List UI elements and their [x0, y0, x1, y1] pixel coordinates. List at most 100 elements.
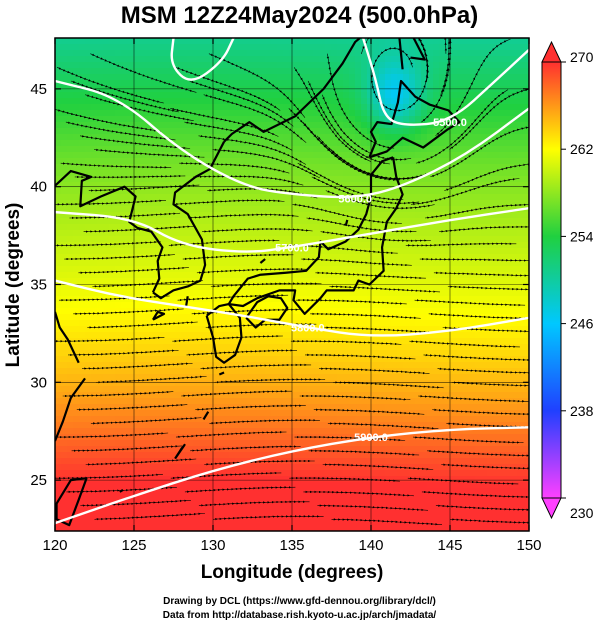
streamline: [449, 518, 529, 524]
colorbar-max-triangle: [541, 40, 562, 63]
height-contour: [361, 38, 529, 126]
colorbar-ticks: 230 238 246 254 262 270: [561, 49, 594, 521]
streamline: [198, 500, 310, 507]
streamline: [80, 499, 191, 507]
streamline: [214, 378, 326, 384]
contour-label: 5700.0: [275, 242, 309, 254]
height-contour: [170, 38, 235, 81]
streamline: [181, 390, 292, 398]
coastline: [55, 477, 88, 527]
streamline: [71, 445, 183, 452]
coastline: [174, 443, 186, 460]
streamline: [414, 299, 526, 307]
streamline: [93, 148, 205, 159]
streamline: [90, 416, 202, 425]
colorbar-min-triangle: [541, 497, 562, 520]
footer-source-line: Data from http://database.rish.kyoto-u.a…: [162, 610, 437, 621]
streamline: [186, 349, 297, 357]
streamline: [440, 38, 451, 95]
streamline: [317, 504, 429, 512]
y-tick-label: 45: [30, 81, 47, 98]
streamline: [447, 285, 529, 291]
streamline: [187, 213, 299, 220]
streamline: [69, 212, 181, 220]
streamline: [305, 353, 416, 360]
streamline: [439, 225, 529, 233]
streamline: [437, 367, 529, 375]
streamline: [310, 312, 421, 320]
streamline: [210, 282, 322, 288]
coastline: [185, 296, 189, 307]
streamline: [55, 473, 163, 480]
y-tick-label: 40: [30, 179, 47, 196]
streamline: [55, 107, 161, 132]
colorbar-tick-label: 246: [570, 316, 594, 332]
streamline: [193, 175, 304, 186]
colorbar-tick-label: 270: [570, 49, 594, 65]
x-tick-label: 140: [358, 537, 383, 554]
streamline: [177, 294, 289, 302]
streamline: [90, 53, 197, 93]
streamline: [409, 340, 520, 348]
streamline: [326, 53, 395, 149]
x-tick-label: 125: [121, 537, 146, 554]
streamline: [81, 362, 193, 370]
streamline: [205, 323, 317, 329]
streamline: [296, 298, 407, 305]
plot-area: 5900.0 5800.0 5700.0 5600.0 5500.0 120 125 130…: [30, 37, 542, 554]
streamline: [55, 240, 161, 247]
streamline: [303, 490, 414, 497]
streamline: [73, 308, 184, 316]
contour-label: 5800.0: [291, 323, 325, 335]
streamline: [289, 476, 400, 482]
streamline: [329, 285, 441, 293]
y-tick-label: 25: [30, 472, 47, 489]
streamline: [173, 199, 285, 206]
colorbar-gradient: [541, 61, 562, 499]
height-contour: [55, 279, 529, 337]
y-axis-label: Latitude (degrees): [3, 203, 24, 368]
x-tick-label: 130: [200, 537, 225, 554]
streamline: [76, 403, 188, 411]
streamline: [196, 267, 308, 274]
streamline: [432, 408, 529, 416]
streamline: [212, 515, 324, 521]
streamline: [333, 381, 444, 389]
streamline: [96, 375, 207, 384]
x-axis-label: Longitude (degrees): [201, 562, 384, 583]
y-tick-label: 30: [30, 374, 47, 391]
streamline: [327, 422, 439, 430]
streamline: [435, 38, 511, 137]
coastline: [202, 411, 210, 421]
streamline: [190, 445, 301, 452]
streamline: [172, 334, 283, 343]
streamline: [191, 308, 303, 315]
streamline: [421, 490, 529, 499]
streamline: [182, 253, 294, 261]
streamline: [59, 295, 170, 302]
streamline: [435, 504, 529, 512]
colorbar-tick-label: 262: [570, 141, 594, 157]
coastline: [205, 302, 243, 364]
colorbar-tick-label: 230: [570, 505, 594, 521]
streamline: [195, 404, 306, 411]
coastline: [218, 371, 225, 376]
streamline: [200, 363, 312, 370]
streamline: [175, 430, 287, 439]
streamline: [407, 477, 519, 485]
colorbar-tick-label: 254: [570, 228, 594, 244]
streamline: [202, 227, 313, 233]
streamline: [64, 253, 175, 261]
contour-label: 5900.0: [354, 432, 388, 444]
x-tick-label: 135: [279, 537, 304, 554]
streamline: [301, 257, 412, 267]
streamline: [204, 459, 315, 466]
streamline: [322, 463, 434, 471]
streamline: [412, 436, 524, 444]
streamline: [299, 394, 411, 401]
streamline: [320, 230, 431, 243]
streamline: [331, 518, 443, 526]
colorbar-tick-label: 238: [570, 403, 594, 419]
x-tick-label: 150: [516, 537, 541, 554]
